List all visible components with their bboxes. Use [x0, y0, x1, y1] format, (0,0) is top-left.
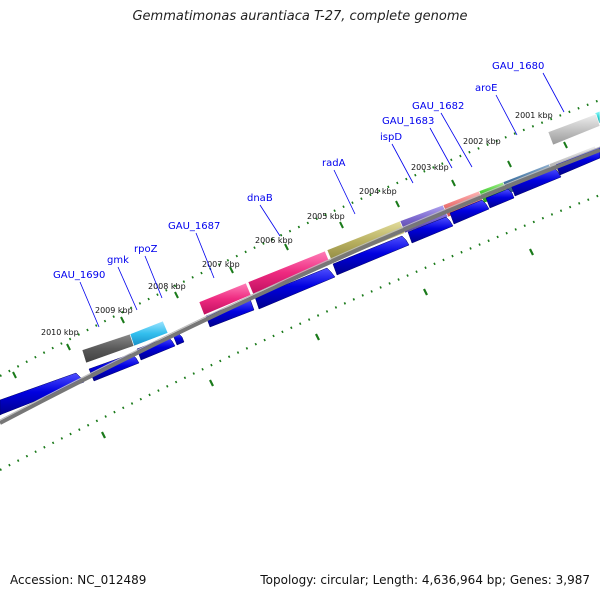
kbp-label-2010: 2010 kbp [41, 328, 79, 337]
kbp-label-2001: 2001 kbp [515, 111, 553, 120]
gene-label-GAU_1690[interactable]: GAU_1690 [53, 270, 105, 281]
cds-arrow[interactable] [449, 199, 490, 225]
cds-arrow[interactable] [254, 267, 336, 310]
gene-labels: GAU_1680 aroE GAU_1682 GAU_1683 ispD rad… [53, 61, 544, 281]
cds-arrow[interactable] [332, 235, 410, 276]
gene-label-GAU_1687[interactable]: GAU_1687 [168, 221, 220, 232]
kbp-labels: 2001 kbp 2002 kbp 2003 kbp 2004 kbp 2005… [41, 111, 553, 337]
gene-label-GAU_1682[interactable]: GAU_1682 [412, 101, 464, 112]
kbp-label-2005: 2005 kbp [307, 212, 345, 221]
gene-label-rpoZ[interactable]: rpoZ [134, 244, 158, 255]
major-ticks [12, 141, 568, 379]
gene-label-ispD[interactable]: ispD [380, 132, 402, 143]
gene-label-gmk[interactable]: gmk [107, 255, 129, 266]
label-leaders [79, 72, 565, 328]
genome-backbone [0, 148, 600, 425]
kbp-label-2008: 2008 kbp [148, 282, 186, 291]
kbp-label-2006: 2006 kbp [255, 236, 293, 245]
gene-gmk[interactable] [129, 320, 169, 347]
kbp-label-2003: 2003 kbp [411, 163, 449, 172]
kbp-label-2007: 2007 kbp [202, 260, 240, 269]
genome-summary-text: Topology: circular; Length: 4,636,964 bp… [260, 573, 590, 587]
kbp-label-2009: 2009 kbp [95, 306, 133, 315]
gene-label-radA[interactable]: radA [322, 158, 346, 169]
gene-track [81, 110, 600, 364]
cds-track [0, 146, 600, 416]
kbp-label-2004: 2004 kbp [359, 187, 397, 196]
outer-tick-track [0, 98, 600, 377]
gene-label-dnaB[interactable]: dnaB [247, 193, 273, 204]
gene-label-aroE[interactable]: aroE [475, 83, 497, 94]
gene-aroE-cap [547, 113, 600, 146]
map-title: Gemmatimonas aurantiaca T-27, complete g… [132, 9, 468, 24]
accession-text: Accession: NC_012489 [10, 573, 147, 587]
kbp-label-2002: 2002 kbp [463, 137, 501, 146]
cds-arrow[interactable] [485, 188, 515, 209]
gene-label-GAU_1683[interactable]: GAU_1683 [382, 116, 434, 127]
cds-arrow[interactable] [407, 216, 454, 244]
gene-label-GAU_1680[interactable]: GAU_1680 [492, 61, 544, 72]
cds-arrow[interactable] [0, 372, 85, 416]
inner-tick-track [0, 193, 600, 471]
